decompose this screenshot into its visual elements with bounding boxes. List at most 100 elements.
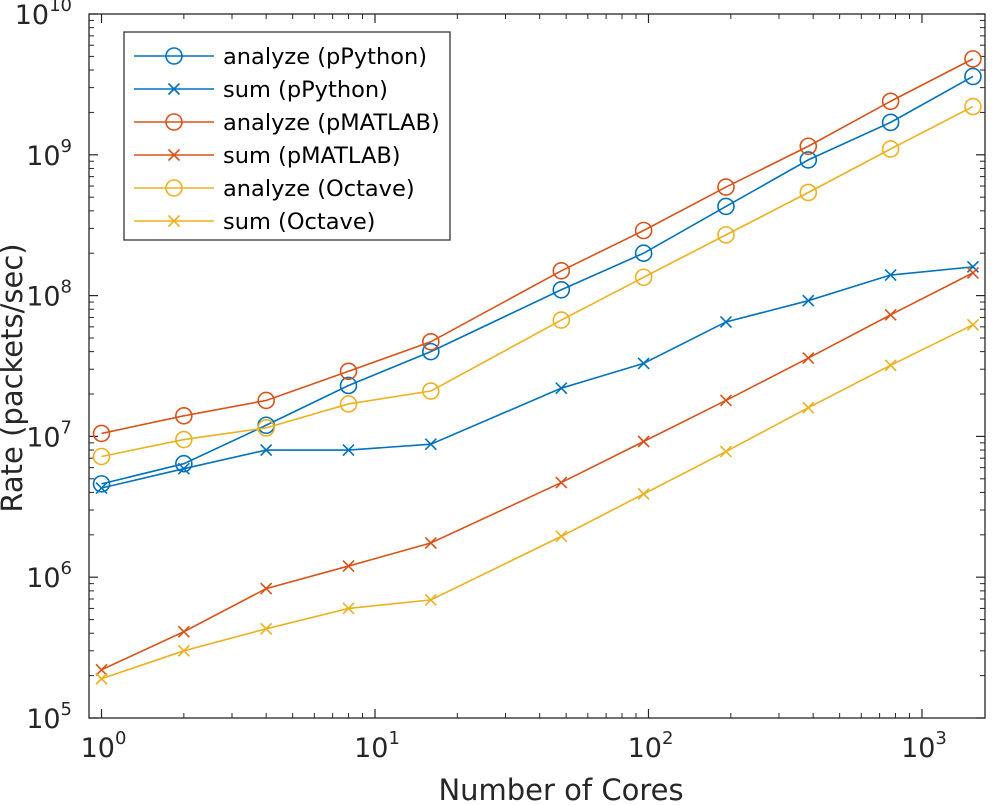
cross-stroke <box>95 663 108 676</box>
cross-stroke <box>260 622 273 635</box>
y-tick-label: 107 <box>26 417 72 453</box>
data-point <box>339 362 358 381</box>
cross-stroke <box>167 214 181 228</box>
data-point <box>260 622 273 635</box>
data-point <box>966 260 980 273</box>
cross-stroke <box>424 536 437 550</box>
series-4 <box>92 97 982 466</box>
data-point <box>717 226 735 244</box>
legend-label: analyze (pPython) <box>223 44 427 70</box>
data-point <box>257 391 275 410</box>
data-point <box>177 625 190 638</box>
data-point <box>964 50 982 68</box>
cross-stroke <box>260 582 273 595</box>
legend-entry: sum (pMATLAB) <box>134 143 401 169</box>
data-point <box>555 382 568 395</box>
cross-stroke <box>177 644 190 657</box>
cross-stroke <box>719 394 733 407</box>
data-point <box>260 443 273 457</box>
data-point <box>634 244 653 263</box>
data-point <box>95 481 108 495</box>
cross-stroke <box>555 530 568 543</box>
x-tick-label: 100 <box>81 728 127 764</box>
data-point <box>339 376 358 395</box>
data-point <box>884 308 897 321</box>
legend-marker <box>167 214 181 228</box>
legend-box <box>123 31 451 241</box>
data-point <box>799 183 818 202</box>
cross-stroke <box>342 602 355 615</box>
cross-stroke <box>884 268 897 282</box>
data-point <box>717 178 735 196</box>
data-point <box>802 401 815 414</box>
data-point <box>177 644 190 657</box>
cross-stroke <box>802 294 815 307</box>
data-point <box>637 357 650 370</box>
data-point <box>175 407 193 425</box>
cross-stroke <box>95 672 108 685</box>
data-point <box>424 593 437 606</box>
data-point <box>177 462 190 475</box>
data-point <box>717 197 735 216</box>
legend-marker <box>165 179 183 197</box>
data-point <box>799 151 818 169</box>
data-point <box>637 435 650 448</box>
data-point <box>424 438 437 451</box>
data-point <box>92 447 111 466</box>
axes: 105 106 107 108 109 1010 100 101 102 103 <box>15 0 985 764</box>
cross-stroke <box>637 435 650 448</box>
cross-stroke <box>342 443 355 457</box>
y-tick-label: 1010 <box>15 0 72 31</box>
data-point <box>881 140 900 158</box>
legend-marker <box>165 113 183 131</box>
cross-stroke <box>177 625 190 638</box>
data-point <box>260 582 273 595</box>
data-point <box>799 137 818 156</box>
series-5 <box>95 318 980 685</box>
cross-stroke <box>637 357 650 370</box>
cross-stroke <box>966 260 980 273</box>
cross-stroke <box>177 462 190 475</box>
y-tick-label: 106 <box>26 558 72 594</box>
data-point <box>634 221 653 240</box>
legend-label: analyze (pMATLAB) <box>223 110 440 136</box>
data-point <box>966 318 980 331</box>
data-point <box>422 382 440 400</box>
y-tick-label: 109 <box>26 136 72 172</box>
data-point <box>552 311 571 329</box>
cross-stroke <box>802 401 815 414</box>
data-point <box>964 97 982 116</box>
data-point <box>966 266 980 279</box>
series-line <box>101 75 974 485</box>
data-point <box>422 332 440 351</box>
data-point <box>802 294 815 307</box>
series-3 <box>95 266 980 676</box>
data-point <box>719 445 733 458</box>
data-point <box>92 475 111 493</box>
data-point <box>552 262 571 280</box>
cross-stroke <box>95 481 108 495</box>
data-point <box>95 663 108 676</box>
data-point <box>257 419 275 437</box>
cross-stroke <box>260 443 273 457</box>
data-point <box>339 395 358 413</box>
data-point <box>552 280 571 299</box>
legend-marker <box>167 82 181 96</box>
data-point <box>555 530 568 543</box>
cross-stroke <box>555 382 568 395</box>
data-point <box>884 359 897 372</box>
data-point <box>719 394 733 407</box>
data-point <box>881 113 900 132</box>
y-tick-label: 108 <box>26 277 72 313</box>
data-point <box>342 443 355 457</box>
data-point <box>95 672 108 685</box>
data-point <box>92 424 111 443</box>
cross-stroke <box>966 266 980 279</box>
legend-entry: analyze (pMATLAB) <box>134 110 440 136</box>
data-point <box>342 559 355 573</box>
data-point <box>555 476 568 489</box>
legend-label: analyze (Octave) <box>223 176 415 202</box>
data-point <box>719 315 733 329</box>
legend-entry: sum (Octave) <box>134 209 375 235</box>
